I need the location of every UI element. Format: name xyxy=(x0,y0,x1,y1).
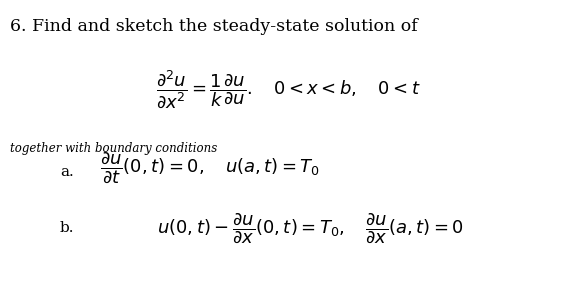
Text: together with boundary conditions: together with boundary conditions xyxy=(10,142,217,155)
Text: $\dfrac{\partial u}{\partial t}(0, t) = 0, \quad u(a, t) = T_0$: $\dfrac{\partial u}{\partial t}(0, t) = … xyxy=(100,151,320,185)
Text: $\dfrac{\partial^2 u}{\partial x^2} = \dfrac{1}{k}\dfrac{\partial u}{\partial u}: $\dfrac{\partial^2 u}{\partial x^2} = \d… xyxy=(156,69,420,111)
Text: b.: b. xyxy=(60,221,74,235)
Text: a.: a. xyxy=(60,165,74,179)
Text: $u(0, t) - \dfrac{\partial u}{\partial x}(0, t) = T_{0}, \quad \dfrac{\partial u: $u(0, t) - \dfrac{\partial u}{\partial x… xyxy=(157,211,464,245)
Text: 6. Find and sketch the steady-state solution of: 6. Find and sketch the steady-state solu… xyxy=(10,18,418,35)
